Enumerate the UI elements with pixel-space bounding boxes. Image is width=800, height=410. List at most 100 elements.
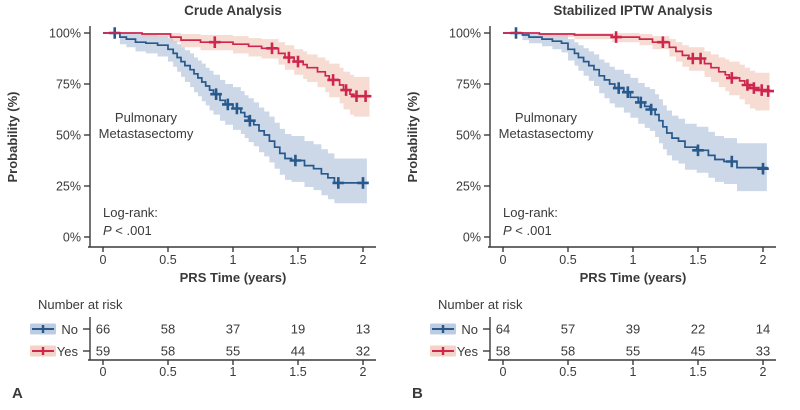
group-annotation: Pulmonary Metastasectomy: [466, 110, 626, 142]
svg-text:1: 1: [230, 365, 237, 379]
panel-letter-a: A: [12, 385, 23, 402]
censor-mark: [726, 72, 738, 84]
svg-text:0.5: 0.5: [559, 253, 576, 267]
svg-text:50%: 50%: [56, 128, 81, 142]
survival-curve-yes: [503, 31, 774, 97]
panel-title: Crude Analysis: [184, 3, 282, 18]
risk-count: 33: [756, 344, 770, 359]
censor-mark: [612, 82, 625, 94]
svg-text:0: 0: [100, 253, 107, 267]
risk-count: 32: [356, 344, 370, 359]
risk-count: 59: [96, 344, 110, 359]
legend-marker-no: [430, 323, 456, 335]
risk-count: 55: [626, 344, 640, 359]
x-axis-label: PRS Time (years): [579, 270, 687, 285]
censor-mark: [692, 144, 704, 157]
risk-count: 44: [291, 344, 305, 359]
censor-mark: [762, 85, 774, 97]
svg-text:0.5: 0.5: [159, 365, 176, 379]
panel-crude-analysis: 0% 25% 50% 75% 100% 0 0.5 1 1.5 2 0 0.5 1 1.5 2 66 58 37 1…: [5, 3, 376, 402]
svg-text:0.5: 0.5: [159, 253, 176, 267]
censor-mark: [741, 79, 754, 91]
risk-count: 22: [691, 322, 705, 337]
svg-text:1: 1: [630, 253, 637, 267]
panel-iptw-analysis: 0% 25% 50% 75% 100% 0 0.5 1 1.5 2 0 0.5 1 1.5 2 64 57 39 2…: [400, 0, 800, 410]
risk-count: 58: [161, 344, 175, 359]
svg-text:2: 2: [760, 253, 767, 267]
censor-mark: [622, 86, 634, 98]
censor-mark: [694, 52, 707, 65]
annotation-line-1: Pulmonary: [514, 110, 578, 125]
censor-mark: [292, 55, 304, 68]
legend-marker-no: [30, 323, 56, 335]
svg-text:0: 0: [500, 253, 507, 267]
svg-text:0%: 0%: [463, 230, 481, 244]
risk-count: 19: [291, 322, 305, 337]
legend-label-yes: Yes: [56, 344, 78, 359]
svg-text:1.5: 1.5: [289, 253, 306, 267]
svg-text:1: 1: [630, 365, 637, 379]
svg-text:75%: 75%: [56, 77, 81, 91]
censor-mark: [266, 42, 278, 55]
y-axis-label: Probability (%): [405, 91, 420, 183]
svg-text:1.5: 1.5: [689, 365, 706, 379]
censor-mark: [657, 36, 669, 48]
annotation-line-2: Metastasectomy: [98, 126, 194, 141]
logrank-label: Log-rank:: [103, 205, 158, 220]
svg-text:2: 2: [360, 365, 367, 379]
risk-table-header: Number at risk: [38, 297, 123, 312]
censor-mark: [244, 114, 256, 127]
axes: [84, 26, 376, 252]
svg-text:0: 0: [100, 365, 107, 379]
censor-mark: [222, 98, 234, 111]
risk-count: 58: [561, 344, 575, 359]
svg-text:100%: 100%: [449, 26, 481, 40]
legend-label-yes: Yes: [456, 344, 478, 359]
panel-title: Stabilized IPTW Analysis: [553, 3, 713, 18]
legend-marker-yes: [430, 345, 456, 357]
y-axis-label: Probability (%): [5, 91, 20, 183]
risk-count: 14: [756, 322, 770, 337]
risk-count: 58: [161, 322, 175, 337]
svg-text:75%: 75%: [456, 77, 481, 91]
censor-mark: [283, 51, 295, 64]
annotation-line-1: Pulmonary: [114, 110, 178, 125]
risk-count: 45: [691, 344, 705, 359]
axes: [484, 26, 776, 252]
censor-mark: [757, 162, 769, 175]
svg-text:50%: 50%: [456, 128, 481, 142]
logrank-label: Log-rank:: [503, 205, 558, 220]
risk-count: 58: [496, 344, 510, 359]
svg-text:0%: 0%: [63, 230, 81, 244]
censor-mark: [332, 177, 345, 189]
censor-mark: [645, 103, 657, 116]
svg-text:1: 1: [230, 253, 237, 267]
censor-mark: [350, 90, 363, 102]
censor-mark: [209, 36, 221, 48]
svg-text:0.5: 0.5: [559, 365, 576, 379]
risk-count: 37: [226, 322, 240, 337]
svg-text:25%: 25%: [456, 179, 481, 193]
tick-labels: 0% 25% 50% 75% 100% 0 0.5 1 1.5 2: [449, 26, 767, 267]
censor-mark: [231, 102, 243, 115]
confidence-bands: [503, 33, 770, 193]
censor-mark: [340, 84, 352, 96]
legend-label-no: No: [461, 322, 478, 337]
svg-text:1.5: 1.5: [689, 253, 706, 267]
censor-mark: [635, 96, 647, 109]
legend-label-no: No: [61, 322, 78, 337]
logrank-p-value: P < .001: [503, 222, 552, 238]
x-axis-label: PRS Time (years): [179, 270, 287, 285]
logrank-annotation: Log-rank: P < .001: [103, 204, 158, 239]
censor-mark: [359, 90, 372, 102]
legend-marker-yes: [30, 345, 56, 357]
risk-table: 0 0.5 1 1.5 2 64 57 39 22 14 58 58 55 45 33: [430, 317, 776, 379]
risk-count: 66: [96, 322, 110, 337]
risk-table-header: Number at risk: [438, 297, 523, 312]
svg-text:2: 2: [360, 253, 367, 267]
tick-labels: 0% 25% 50% 75% 100% 0 0.5 1 1.5 2: [49, 26, 367, 267]
risk-count: 13: [356, 322, 370, 337]
svg-text:25%: 25%: [56, 179, 81, 193]
censor-mark: [357, 177, 369, 189]
